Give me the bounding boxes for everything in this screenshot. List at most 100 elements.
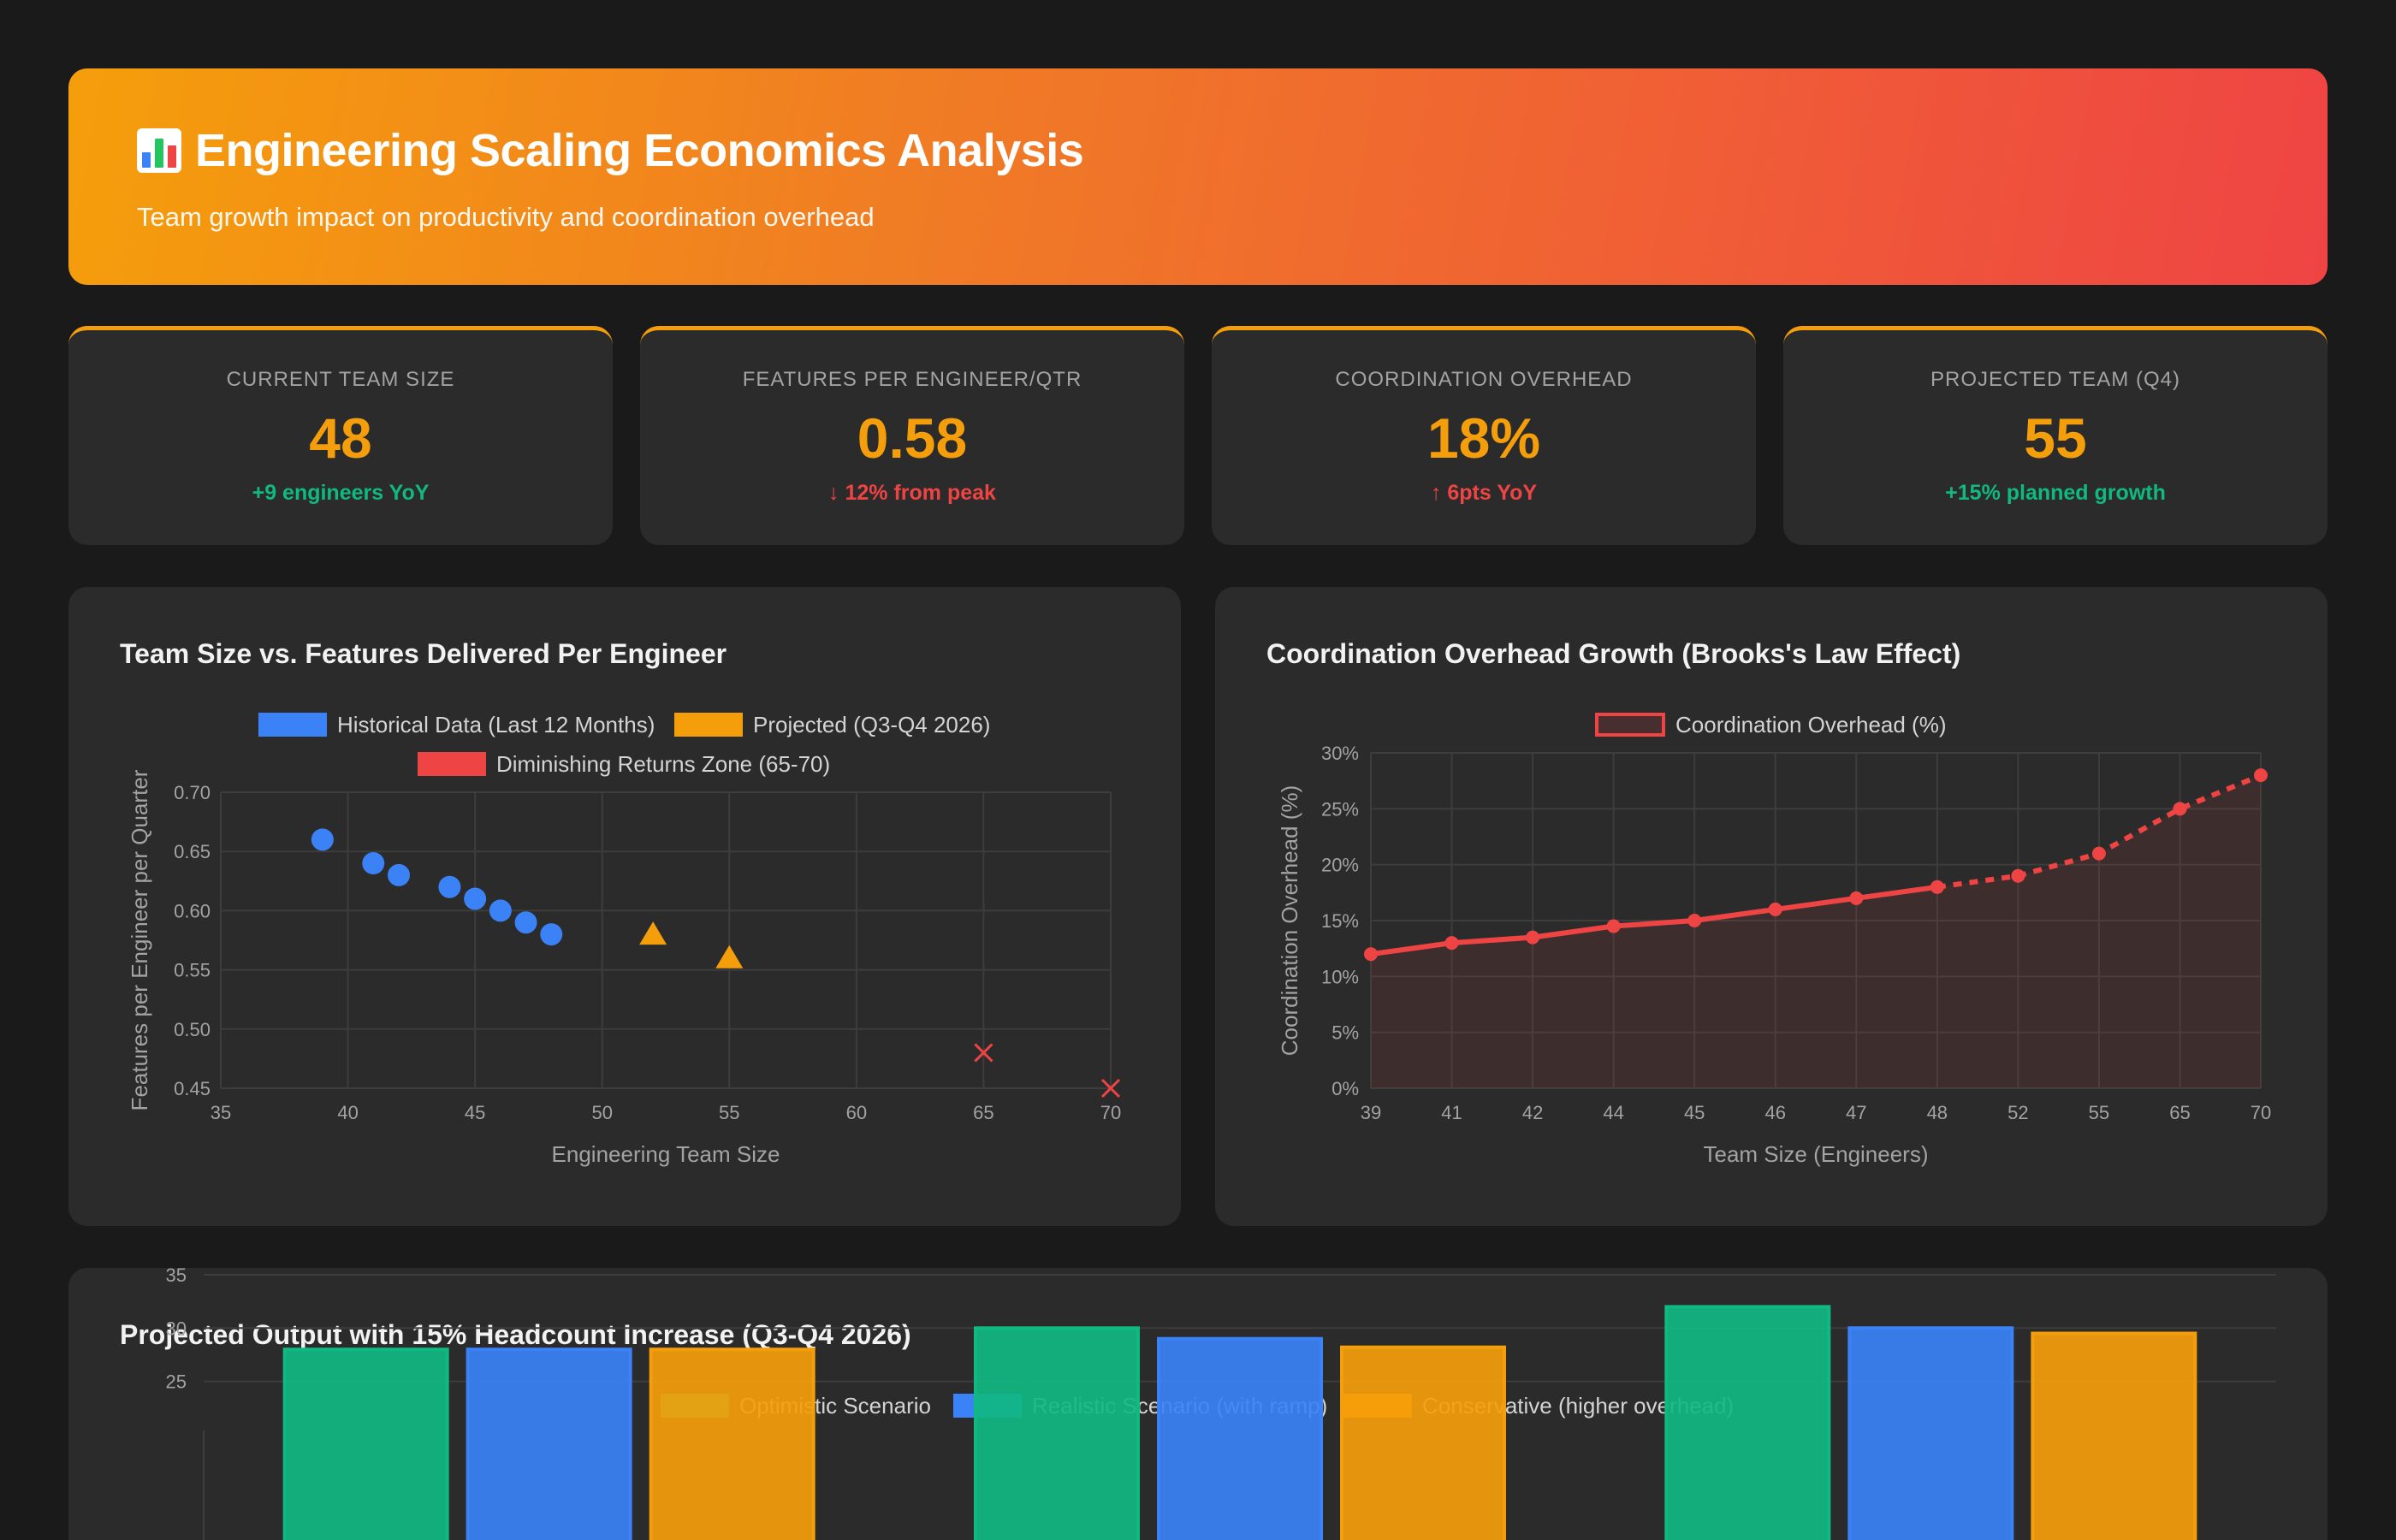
chart-title: Coordination Overhead Growth (Brooks's L… [1266, 638, 1961, 669]
bar [1157, 1336, 1323, 1540]
scatter-chart-panel: Team Size vs. Features Delivered Per Eng… [68, 587, 1181, 1226]
historical-point [311, 828, 334, 851]
bar [974, 1326, 1140, 1540]
y-tick-label: 0.50 [174, 1019, 211, 1040]
x-tick-label: 50 [591, 1102, 612, 1123]
x-tick-label: 42 [1522, 1102, 1543, 1123]
legend-label: Diminishing Returns Zone (65-70) [496, 751, 830, 777]
y-tick-label: 30% [1321, 743, 1359, 764]
data-point [1849, 891, 1864, 905]
y-tick-label: 15% [1321, 910, 1359, 932]
page-title: Engineering Scaling Economics Analysis [137, 123, 2259, 178]
y-tick-label: 10% [1321, 966, 1359, 987]
legend-swatch [674, 713, 743, 737]
line-chart-panel: Coordination Overhead Growth (Brooks's L… [1215, 587, 2328, 1226]
kpi-delta: ↓ 12% from peak [828, 481, 996, 505]
x-tick-label: 40 [337, 1102, 358, 1123]
y-tick-label: 0.55 [174, 960, 211, 981]
data-point [1526, 930, 1540, 945]
y-tick-label: 30 [166, 1318, 187, 1339]
x-tick-label: 55 [719, 1102, 739, 1123]
kpi-label: COORDINATION OVERHEAD [1335, 368, 1633, 391]
legend-label: Projected (Q3-Q4 2026) [753, 712, 990, 737]
y-tick-label: 0.70 [174, 782, 211, 803]
historical-point [540, 923, 563, 946]
x-tick-label: 44 [1603, 1102, 1623, 1123]
line-chart: Coordination Overhead (%) 0% 5% 10% 15% 20% 25… [1277, 712, 2271, 1167]
x-axis-label: Engineering Team Size [552, 1141, 780, 1167]
bar-chart-panel: Projected Output with 15% Headcount Incr… [68, 1268, 2328, 1540]
x-tick-label: 52 [2008, 1102, 2028, 1123]
projected-point [715, 945, 744, 968]
bar [466, 1348, 632, 1540]
kpi-label: CURRENT TEAM SIZE [226, 368, 455, 391]
legend-swatch [1595, 713, 1665, 737]
historical-point [514, 911, 537, 934]
y-tick-label: 25 [166, 1371, 187, 1393]
legend-swatch [258, 713, 327, 737]
x-axis-label: Team Size (Engineers) [1704, 1141, 1929, 1167]
kpi-card-team-size: CURRENT TEAM SIZE 48 +9 engineers YoY [68, 326, 613, 545]
x-tick-label: 47 [1846, 1102, 1866, 1123]
bar-chart-emoji-icon [137, 128, 181, 173]
data-point [2254, 768, 2268, 783]
kpi-delta: +9 engineers YoY [252, 481, 430, 505]
data-point [1444, 936, 1459, 951]
bar [2031, 1331, 2197, 1540]
y-tick-label: 0.45 [174, 1078, 211, 1099]
x-tick-label: 41 [1441, 1102, 1462, 1123]
historical-point [388, 863, 410, 886]
data-point [2011, 868, 2025, 883]
chart-title: Team Size vs. Features Delivered Per Eng… [120, 638, 727, 669]
bar [1340, 1345, 1506, 1540]
y-tick-label: 20% [1321, 855, 1359, 876]
x-tick-label: 70 [2251, 1102, 2271, 1123]
page-title-text: Engineering Scaling Economics Analysis [195, 125, 1084, 176]
kpi-label: PROJECTED TEAM (Q4) [1930, 368, 2180, 391]
x-tick-label: 45 [465, 1102, 485, 1123]
series-line-actual [1370, 884, 1938, 957]
legend-label: Historical Data (Last 12 Months) [337, 712, 655, 737]
header-banner: Engineering Scaling Economics Analysis T… [68, 68, 2328, 285]
kpi-value: 0.58 [857, 406, 968, 470]
x-tick-label: 65 [973, 1102, 993, 1123]
data-point [1606, 919, 1621, 933]
x-tick-label: 39 [1361, 1102, 1381, 1123]
kpi-card-features-per-engineer: FEATURES PER ENGINEER/QTR 0.58 ↓ 12% fro… [640, 326, 1184, 545]
x-tick-label: 35 [211, 1102, 231, 1123]
historical-point [464, 887, 487, 910]
data-point [2173, 802, 2187, 816]
x-tick-label: 70 [1100, 1102, 1121, 1123]
page-subtitle: Team growth impact on productivity and c… [137, 202, 875, 232]
data-point [1364, 947, 1378, 962]
x-tick-label: 45 [1684, 1102, 1705, 1123]
bar [1847, 1326, 2014, 1540]
x-tick-label: 48 [1927, 1102, 1948, 1123]
kpi-delta: +15% planned growth [1945, 481, 2166, 505]
data-point [2091, 846, 2106, 861]
kpi-card-coordination-overhead: COORDINATION OVERHEAD 18% ↑ 6pts YoY [1212, 326, 1756, 545]
y-tick-label: 25% [1321, 798, 1359, 820]
diminishing-returns-point [974, 1043, 993, 1063]
x-tick-label: 46 [1764, 1102, 1785, 1123]
area-fill [1371, 775, 2261, 1088]
legend-swatch [418, 752, 486, 776]
scatter-chart: Historical Data (Last 12 Months) Projecte… [127, 712, 1121, 1167]
kpi-label: FEATURES PER ENGINEER/QTR [742, 368, 1082, 391]
historical-point [438, 875, 461, 898]
data-point [1687, 914, 1702, 927]
y-axis-label: Features per Engineer per Quarter [127, 769, 152, 1111]
y-tick-label: 5% [1331, 1022, 1359, 1044]
bar [1664, 1305, 1831, 1540]
projected-point [639, 921, 667, 945]
historical-point [489, 899, 512, 922]
kpi-delta: ↑ 6pts YoY [1430, 481, 1538, 505]
y-tick-label: 0% [1331, 1078, 1359, 1099]
y-tick-label: 35 [166, 1268, 187, 1286]
bar-chart: Optimistic ScenarioRealistic Scenario (w… [166, 1268, 2276, 1540]
x-tick-label: 65 [2169, 1102, 2190, 1123]
y-axis-label: Coordination Overhead (%) [1277, 785, 1302, 1057]
kpi-card-projected-team: PROJECTED TEAM (Q4) 55 +15% planned grow… [1783, 326, 2328, 545]
data-point [1768, 902, 1782, 916]
legend-label: Coordination Overhead (%) [1675, 712, 1947, 737]
